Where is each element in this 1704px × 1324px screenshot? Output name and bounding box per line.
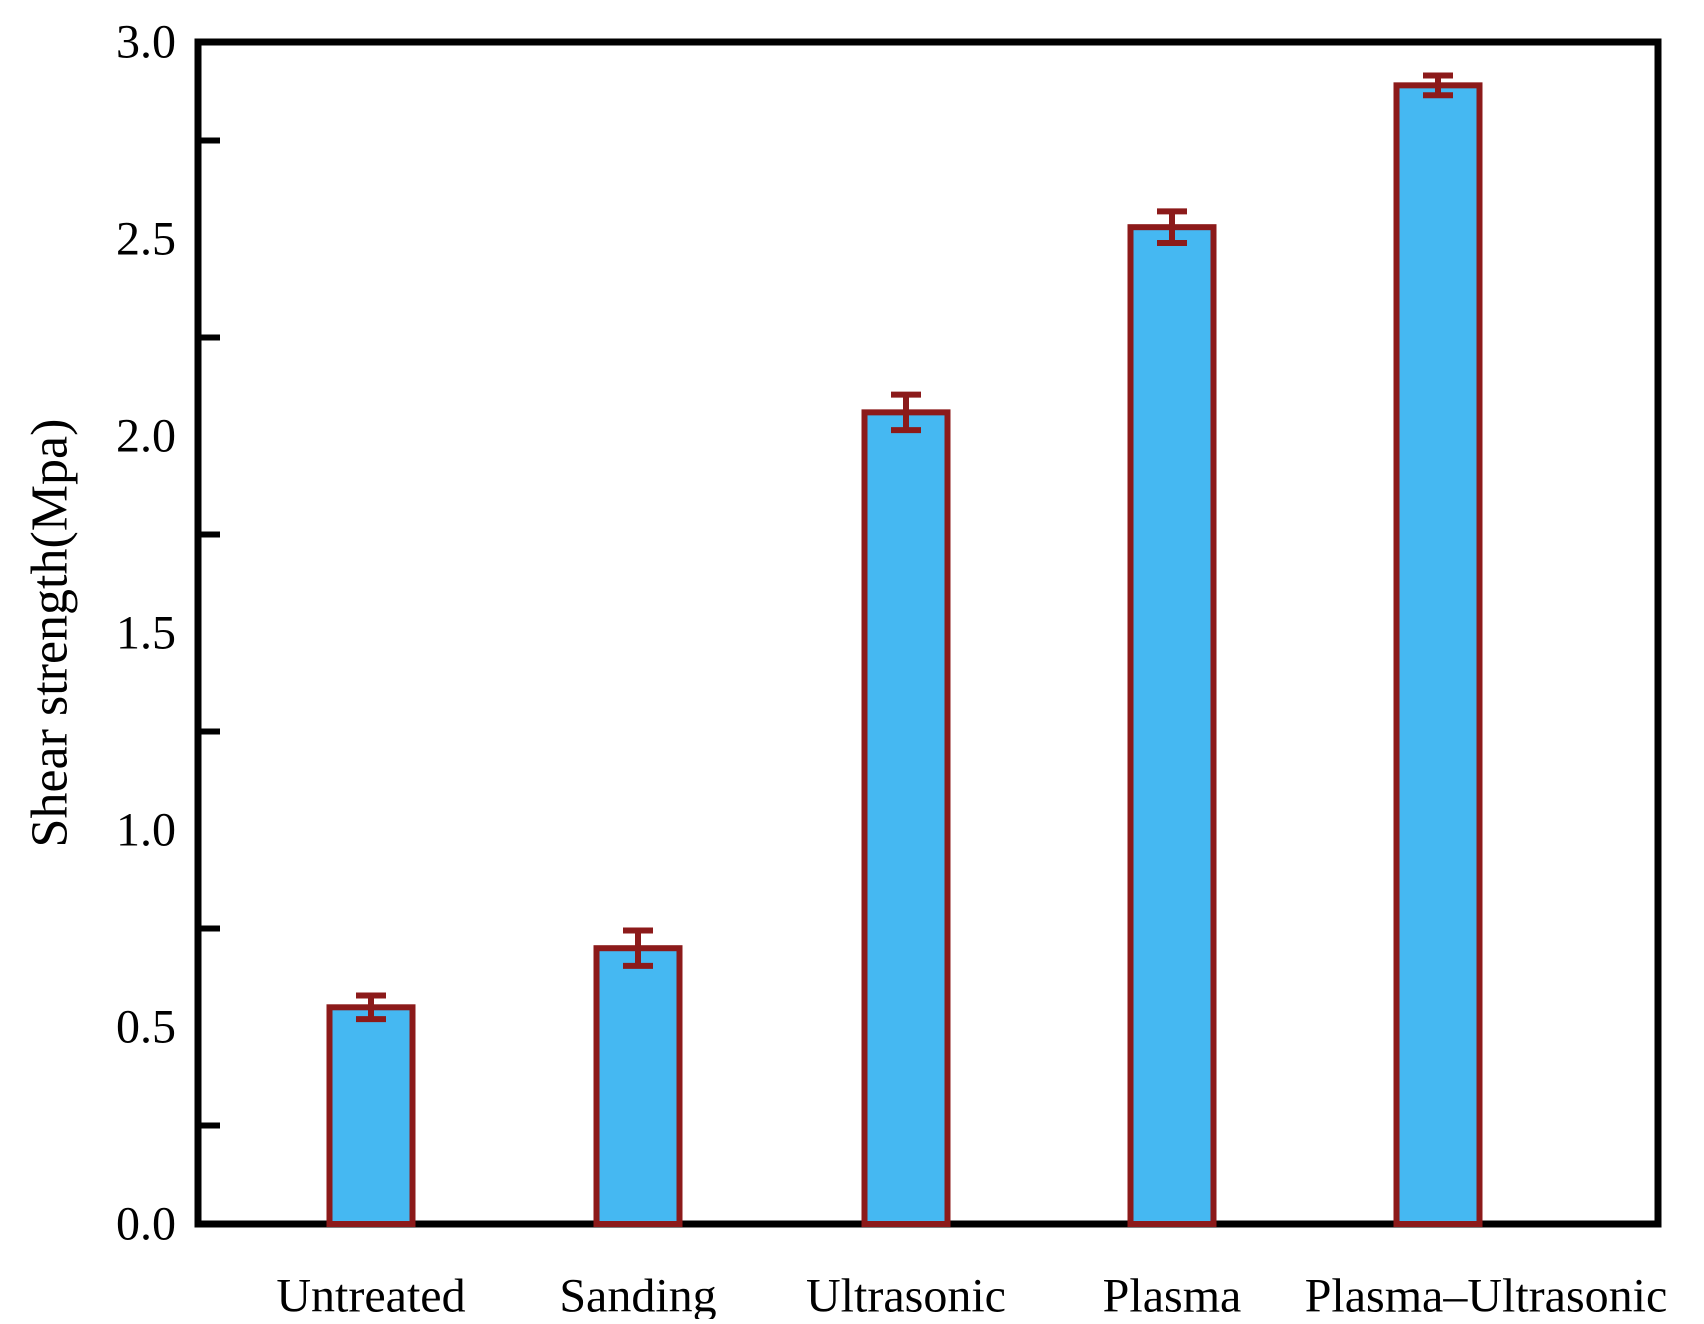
x-axis-category-labels: Untreated Sanding Ultrasonic Plasma Plasma–U… xyxy=(276,1270,1668,1323)
y-tick-label: 2.5 xyxy=(116,213,176,266)
x-category-label-4: Plasma–Ultrasonic xyxy=(1305,1270,1668,1320)
bar-0 xyxy=(326,1004,416,1227)
bar-1 xyxy=(593,945,683,1227)
bars-group xyxy=(326,82,1483,1228)
bar-4 xyxy=(1393,82,1483,1228)
y-tick-label: 1.0 xyxy=(116,804,176,857)
x-category-label-0: Untreated xyxy=(276,1270,465,1320)
y-axis-title: Shear strength(Mpa) xyxy=(22,419,79,848)
y-tick-label: 3.0 xyxy=(116,16,176,69)
x-category-label-1: Sanding xyxy=(559,1270,716,1320)
x-category-label-3: Plasma xyxy=(1103,1270,1242,1320)
y-tick-label: 1.5 xyxy=(116,607,176,660)
y-tick-label: 2.0 xyxy=(116,410,176,463)
x-category-label-2: Ultrasonic xyxy=(806,1270,1006,1320)
bar-3 xyxy=(1127,224,1217,1227)
y-tick-label: 0.5 xyxy=(116,1001,176,1054)
y-axis-minor-ticks xyxy=(201,137,220,1129)
bar-2 xyxy=(861,409,951,1227)
error-bars-group xyxy=(356,72,1453,1023)
y-axis-tick-labels: 0.0 0.5 1.0 1.5 2.0 2.5 3.0 xyxy=(116,16,176,1251)
y-tick-label: 0.0 xyxy=(116,1198,176,1251)
